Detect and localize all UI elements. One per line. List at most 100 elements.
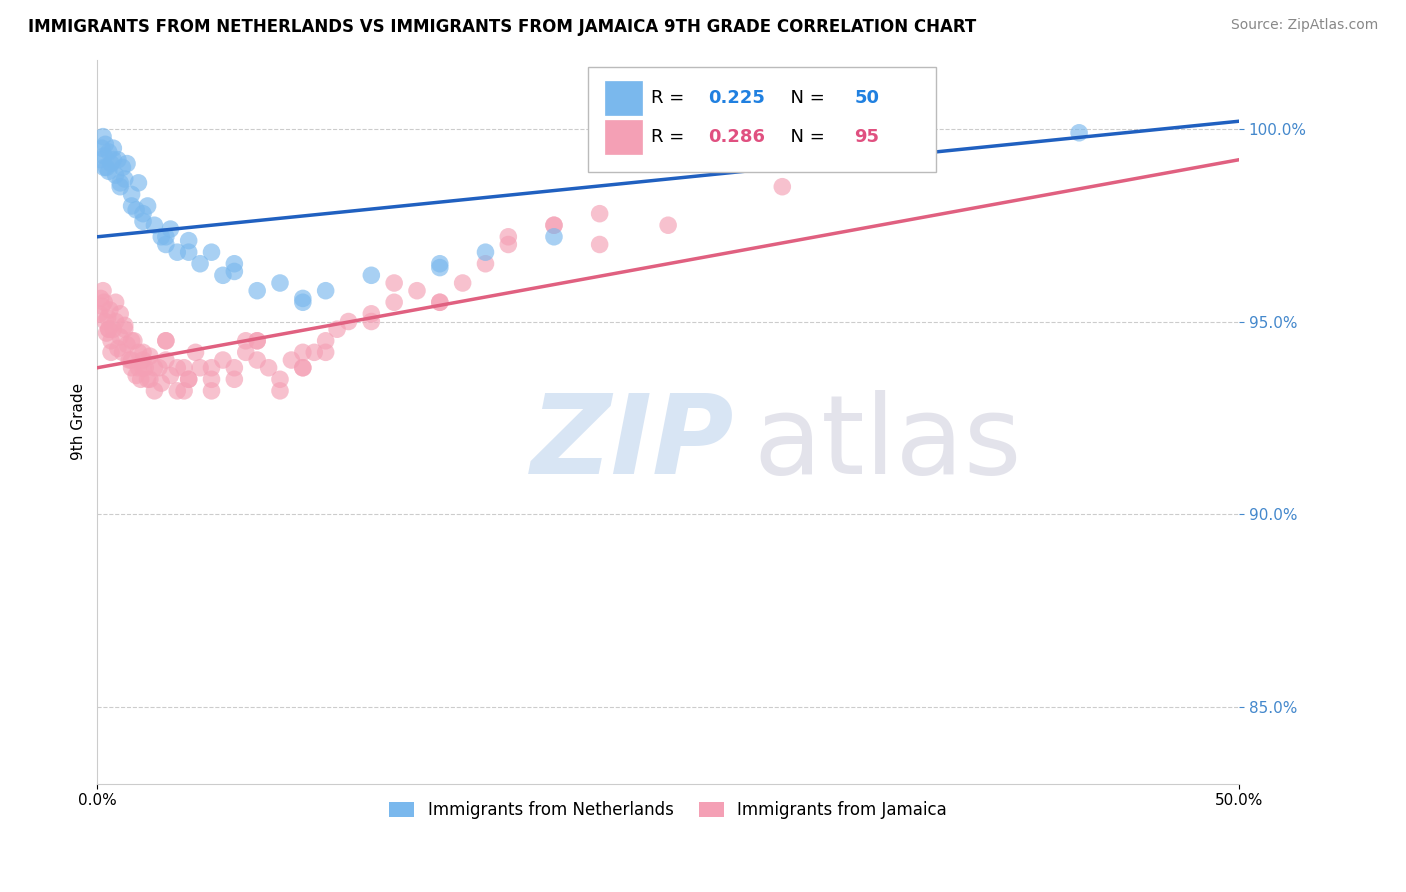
Point bbox=[429, 295, 451, 310]
Point bbox=[108, 179, 131, 194]
Point bbox=[100, 345, 122, 359]
Text: 95: 95 bbox=[855, 128, 879, 146]
Text: ZIP: ZIP bbox=[531, 390, 735, 497]
Point bbox=[100, 156, 122, 170]
Point bbox=[498, 229, 520, 244]
Point bbox=[188, 257, 211, 271]
Point bbox=[246, 334, 269, 348]
Point bbox=[136, 372, 159, 386]
Point bbox=[269, 384, 291, 398]
Text: N =: N = bbox=[779, 89, 831, 107]
Point bbox=[291, 360, 314, 375]
Point bbox=[121, 187, 143, 202]
Point bbox=[269, 276, 291, 290]
FancyBboxPatch shape bbox=[588, 67, 936, 172]
Point bbox=[136, 199, 159, 213]
Point bbox=[143, 384, 166, 398]
Point bbox=[200, 245, 222, 260]
Point bbox=[200, 384, 222, 398]
Point bbox=[122, 334, 145, 348]
Point bbox=[166, 360, 188, 375]
Point bbox=[200, 360, 222, 375]
Point bbox=[97, 310, 120, 325]
Point bbox=[588, 207, 610, 221]
Point bbox=[96, 326, 118, 340]
Point bbox=[111, 161, 134, 175]
Point bbox=[132, 360, 155, 375]
Point bbox=[382, 295, 405, 310]
Point bbox=[159, 368, 181, 383]
Point bbox=[770, 179, 793, 194]
Text: R =: R = bbox=[651, 128, 690, 146]
Point bbox=[406, 284, 429, 298]
Point bbox=[104, 295, 127, 310]
Point bbox=[97, 145, 120, 159]
Point bbox=[184, 345, 207, 359]
Point bbox=[429, 260, 451, 275]
Point bbox=[134, 360, 156, 375]
Point bbox=[139, 349, 162, 363]
Point bbox=[111, 345, 134, 359]
Point bbox=[588, 237, 610, 252]
Point bbox=[127, 176, 149, 190]
Point bbox=[235, 334, 257, 348]
Point bbox=[139, 372, 162, 386]
Point bbox=[114, 318, 136, 333]
Text: IMMIGRANTS FROM NETHERLANDS VS IMMIGRANTS FROM JAMAICA 9TH GRADE CORRELATION CHA: IMMIGRANTS FROM NETHERLANDS VS IMMIGRANT… bbox=[28, 18, 976, 36]
Point bbox=[429, 257, 451, 271]
Point bbox=[121, 353, 143, 368]
Point bbox=[103, 153, 125, 167]
Point bbox=[315, 284, 337, 298]
Point bbox=[1067, 126, 1090, 140]
Point bbox=[97, 322, 120, 336]
Text: 0.286: 0.286 bbox=[709, 128, 765, 146]
Point bbox=[125, 368, 148, 383]
Point bbox=[337, 314, 360, 328]
Point bbox=[114, 322, 136, 336]
Point bbox=[246, 284, 269, 298]
Point bbox=[177, 245, 200, 260]
Point bbox=[224, 257, 246, 271]
Point bbox=[451, 276, 474, 290]
Text: atlas: atlas bbox=[754, 390, 1022, 497]
Point bbox=[212, 268, 235, 283]
Point bbox=[382, 276, 405, 290]
Y-axis label: 9th Grade: 9th Grade bbox=[72, 383, 86, 460]
Point bbox=[474, 257, 496, 271]
Point bbox=[155, 229, 177, 244]
Point bbox=[224, 264, 246, 278]
Point bbox=[97, 322, 120, 336]
Point bbox=[98, 302, 121, 317]
Point bbox=[429, 295, 451, 310]
Legend: Immigrants from Netherlands, Immigrants from Jamaica: Immigrants from Netherlands, Immigrants … bbox=[382, 795, 953, 826]
Point bbox=[159, 222, 181, 236]
Point bbox=[360, 314, 382, 328]
Point bbox=[118, 353, 141, 368]
Point bbox=[115, 156, 138, 170]
Point bbox=[90, 153, 112, 167]
Point bbox=[121, 199, 143, 213]
Point bbox=[657, 218, 679, 232]
Point bbox=[155, 334, 177, 348]
Point bbox=[132, 345, 155, 359]
FancyBboxPatch shape bbox=[606, 120, 643, 153]
Point bbox=[155, 237, 177, 252]
Point bbox=[103, 141, 125, 155]
Text: R =: R = bbox=[651, 89, 690, 107]
Point bbox=[103, 322, 125, 336]
Point bbox=[257, 360, 280, 375]
Point bbox=[114, 172, 136, 186]
Point bbox=[132, 353, 155, 368]
Point bbox=[150, 376, 173, 391]
Point bbox=[129, 372, 152, 386]
Point bbox=[97, 164, 120, 178]
Point bbox=[360, 307, 382, 321]
Point bbox=[166, 384, 188, 398]
Point bbox=[93, 161, 115, 175]
Point bbox=[326, 322, 349, 336]
Point bbox=[200, 372, 222, 386]
Point bbox=[90, 292, 112, 306]
Point bbox=[543, 218, 565, 232]
Point bbox=[212, 353, 235, 368]
Text: Source: ZipAtlas.com: Source: ZipAtlas.com bbox=[1230, 18, 1378, 32]
